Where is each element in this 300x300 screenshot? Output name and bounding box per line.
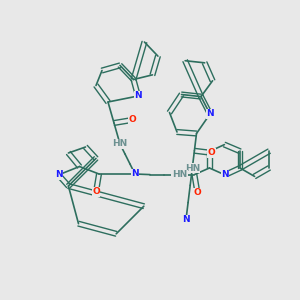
- Text: N: N: [221, 170, 229, 179]
- Text: O: O: [194, 188, 201, 197]
- Text: N: N: [182, 215, 190, 224]
- Text: N: N: [55, 170, 62, 179]
- Text: N: N: [131, 169, 139, 178]
- Text: O: O: [208, 148, 215, 158]
- Text: N: N: [134, 92, 142, 100]
- Text: HN: HN: [112, 140, 128, 148]
- Text: N: N: [206, 110, 214, 118]
- Text: O: O: [128, 116, 136, 124]
- Text: HN: HN: [185, 164, 200, 172]
- Text: O: O: [92, 188, 100, 196]
- Text: HN: HN: [172, 170, 187, 179]
